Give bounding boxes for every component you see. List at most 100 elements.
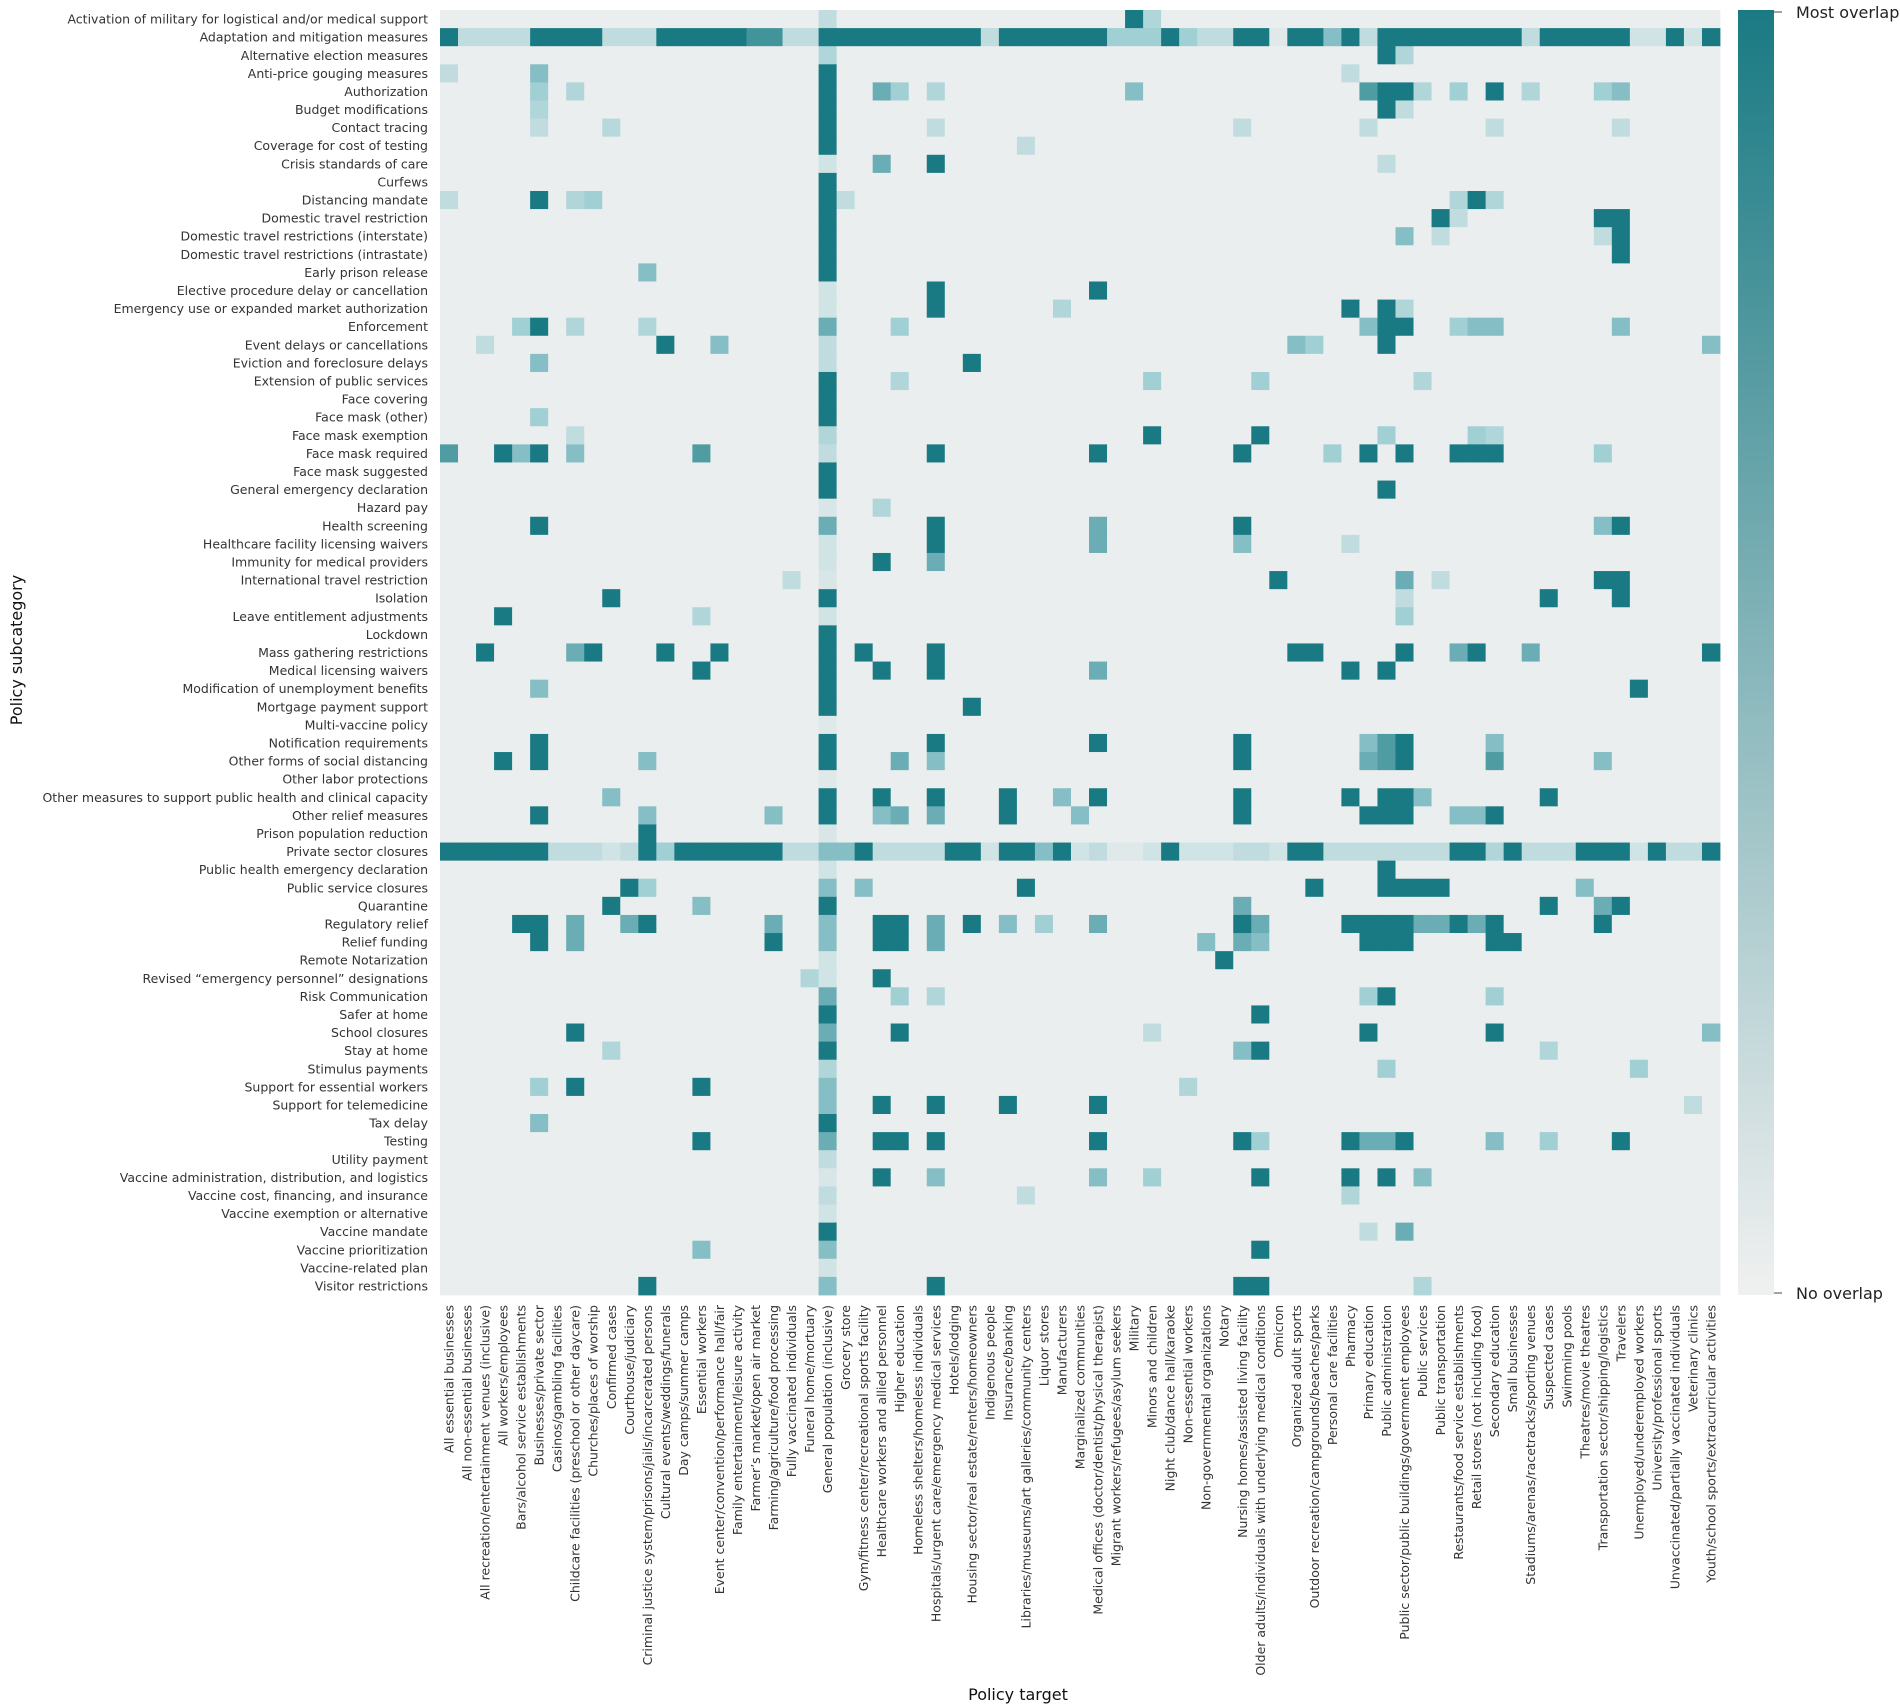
heatmap-cell: [476, 154, 495, 174]
heatmap-cell: [1575, 625, 1595, 644]
heatmap-cell: [476, 896, 495, 916]
heatmap-cell: [782, 498, 801, 518]
heatmap-cell: [1629, 933, 1649, 952]
heatmap-cell: [872, 1095, 892, 1115]
heatmap-cell: [998, 571, 1018, 590]
heatmap-cell: [854, 408, 874, 427]
heatmap-cell: [1070, 10, 1090, 29]
heatmap-cell: [1395, 426, 1414, 445]
heatmap-cell: [1485, 860, 1505, 880]
heatmap-cell: [782, 1132, 801, 1151]
heatmap-cell: [620, 842, 639, 862]
heatmap-cell: [1593, 625, 1613, 644]
heatmap-cell: [782, 1059, 801, 1079]
heatmap-cell: [1593, 299, 1613, 319]
heatmap-cell: [818, 480, 838, 500]
heatmap-cell: [1503, 1132, 1523, 1151]
heatmap-cell: [1539, 969, 1559, 988]
heatmap-cell: [1161, 914, 1180, 934]
heatmap-cell: [1701, 715, 1721, 735]
heatmap-cell: [1052, 136, 1072, 156]
heatmap-cell: [1269, 1168, 1288, 1187]
heatmap-cell: [890, 951, 910, 970]
heatmap-cell: [1089, 552, 1108, 572]
heatmap-cell: [1269, 227, 1288, 246]
heatmap-cell: [1323, 914, 1342, 934]
heatmap-cell: [674, 390, 693, 409]
heatmap-cell: [1323, 1059, 1342, 1079]
heatmap-cell: [476, 10, 495, 29]
heatmap-cell: [908, 190, 928, 210]
heatmap-cell: [980, 697, 1000, 717]
heatmap-cell: [1539, 552, 1559, 572]
heatmap-cell: [1395, 281, 1414, 300]
heatmap-cell: [1161, 10, 1180, 29]
heatmap-cell: [1575, 860, 1595, 880]
heatmap-cell: [1647, 1132, 1667, 1151]
heatmap-cell: [998, 860, 1018, 880]
heatmap-cell: [1359, 299, 1378, 319]
heatmap-cell: [548, 426, 567, 445]
heatmap-cell: [944, 1114, 964, 1133]
heatmap-cell: [1683, 625, 1703, 644]
heatmap-cell: [1395, 1077, 1414, 1097]
heatmap-cell: [584, 263, 603, 282]
heatmap-cell: [1395, 643, 1414, 662]
heatmap-cell: [1593, 82, 1613, 101]
heatmap-cell: [818, 136, 838, 156]
heatmap-cell: [1413, 697, 1432, 717]
heatmap-cell: [890, 1240, 910, 1260]
heatmap-cell: [710, 1132, 729, 1151]
heatmap-cell: [926, 281, 946, 300]
heatmap-cell: [584, 408, 603, 427]
heatmap-cell: [1287, 335, 1306, 355]
heatmap-cell: [1647, 878, 1667, 898]
heatmap-cell: [1521, 1023, 1541, 1043]
heatmap-cell: [1016, 752, 1036, 771]
heatmap-cell: [836, 1114, 856, 1133]
heatmap-cell: [1701, 498, 1721, 518]
heatmap-cell: [710, 426, 729, 445]
heatmap-cell: [476, 715, 495, 735]
heatmap-cell: [1070, 770, 1090, 789]
heatmap-cell: [728, 1258, 747, 1278]
heatmap-cell: [476, 1258, 495, 1278]
heatmap-cell: [638, 299, 657, 319]
heatmap-cell: [1611, 190, 1631, 210]
heatmap-cell: [836, 715, 856, 735]
heatmap-cell: [980, 209, 1000, 228]
heatmap-cell: [458, 860, 477, 880]
heatmap-cell: [1611, 951, 1631, 970]
heatmap-cell: [1395, 118, 1414, 138]
heatmap-cell: [1359, 697, 1378, 717]
heatmap-cell: [530, 679, 549, 699]
heatmap-cell: [1197, 82, 1216, 101]
heatmap-cell: [800, 172, 819, 192]
heatmap-cell: [998, 896, 1018, 916]
heatmap-cell: [1269, 643, 1288, 662]
heatmap-cell: [908, 136, 928, 156]
heatmap-cell: [926, 589, 946, 608]
heatmap-cell: [1233, 426, 1252, 445]
heatmap-cell: [1034, 1059, 1054, 1079]
heatmap-cell: [1233, 1077, 1252, 1097]
heatmap-cell: [584, 82, 603, 101]
heatmap-cell: [1575, 245, 1595, 264]
heatmap-cell: [1647, 82, 1667, 101]
heatmap-cell: [872, 190, 892, 210]
heatmap-cell: [566, 733, 585, 753]
heatmap-cell: [746, 1150, 765, 1169]
heatmap-cell: [1125, 335, 1144, 355]
heatmap-cell: [1611, 770, 1631, 789]
heatmap-cell: [1701, 552, 1721, 572]
heatmap-cell: [1611, 552, 1631, 572]
heatmap-cell: [1377, 227, 1396, 246]
heatmap-cell: [710, 842, 729, 862]
heatmap-cell: [1629, 353, 1649, 373]
heatmap-cell: [1629, 643, 1649, 662]
heatmap-cell: [1557, 46, 1577, 65]
heatmap-cell: [548, 1204, 567, 1224]
heatmap-cell: [764, 516, 783, 536]
heatmap-cell: [1701, 462, 1721, 481]
heatmap-cell: [566, 788, 585, 807]
